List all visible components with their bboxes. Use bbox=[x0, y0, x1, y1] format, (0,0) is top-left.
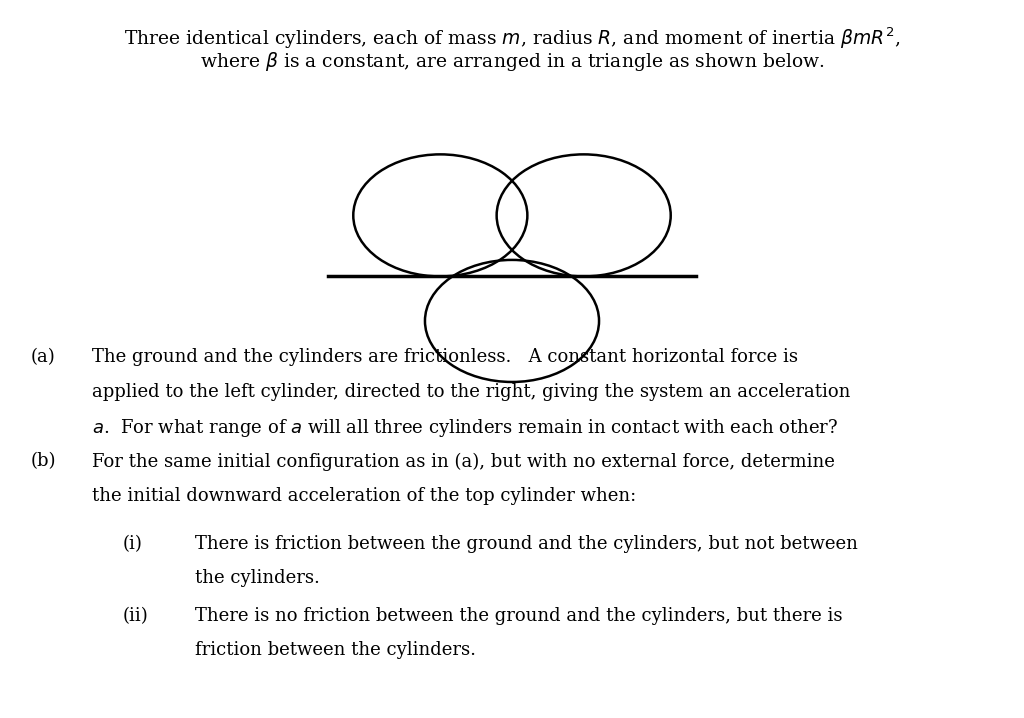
Text: There is friction between the ground and the cylinders, but not between: There is friction between the ground and… bbox=[195, 535, 857, 553]
Text: Three identical cylinders, each of mass $m$, radius $R$, and moment of inertia $: Three identical cylinders, each of mass … bbox=[124, 25, 900, 51]
Text: $a$.  For what range of $a$ will all three cylinders remain in contact with each: $a$. For what range of $a$ will all thre… bbox=[92, 417, 839, 439]
Text: The ground and the cylinders are frictionless.   A constant horizontal force is: The ground and the cylinders are frictio… bbox=[92, 348, 798, 366]
Text: (ii): (ii) bbox=[123, 607, 148, 625]
Text: friction between the cylinders.: friction between the cylinders. bbox=[195, 641, 475, 659]
Text: (b): (b) bbox=[31, 452, 56, 470]
Text: (a): (a) bbox=[31, 348, 55, 366]
Text: where $\beta$ is a constant, are arranged in a triangle as shown below.: where $\beta$ is a constant, are arrange… bbox=[200, 50, 824, 73]
Text: There is no friction between the ground and the cylinders, but there is: There is no friction between the ground … bbox=[195, 607, 842, 625]
Text: the cylinders.: the cylinders. bbox=[195, 569, 319, 587]
Text: For the same initial configuration as in (a), but with no external force, determ: For the same initial configuration as in… bbox=[92, 452, 835, 470]
Text: the initial downward acceleration of the top cylinder when:: the initial downward acceleration of the… bbox=[92, 487, 636, 505]
Text: (i): (i) bbox=[123, 535, 142, 553]
Text: applied to the left cylinder, directed to the right, giving the system an accele: applied to the left cylinder, directed t… bbox=[92, 383, 851, 401]
